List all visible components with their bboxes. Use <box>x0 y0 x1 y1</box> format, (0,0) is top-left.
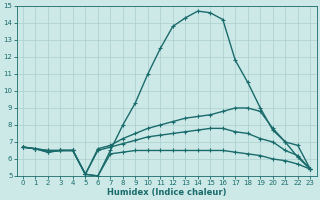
X-axis label: Humidex (Indice chaleur): Humidex (Indice chaleur) <box>107 188 226 197</box>
